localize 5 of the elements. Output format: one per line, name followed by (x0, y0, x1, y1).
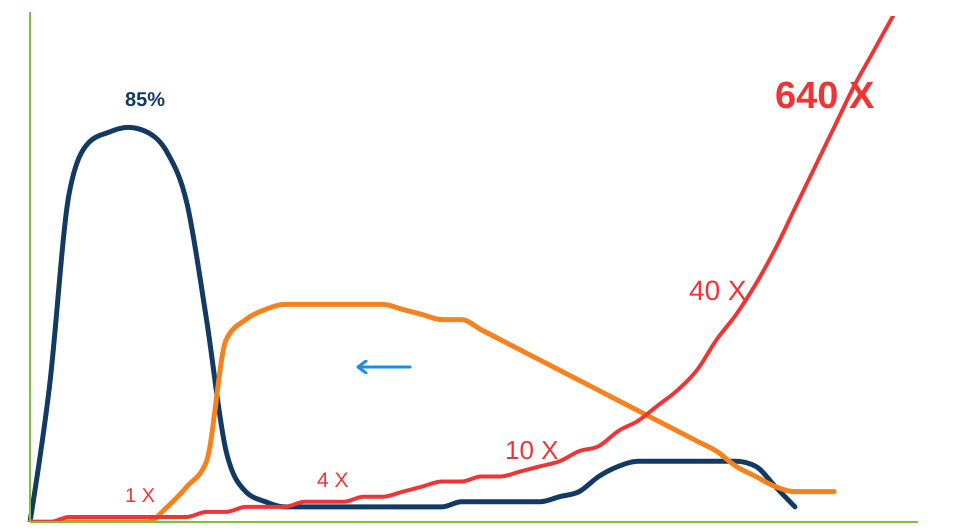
annotation: 40 X (689, 275, 747, 307)
annotation: 1 X (125, 485, 156, 508)
annotation: 85% (125, 89, 166, 112)
annotation: 10 X (505, 435, 558, 466)
annotation: 4 X (317, 469, 349, 493)
